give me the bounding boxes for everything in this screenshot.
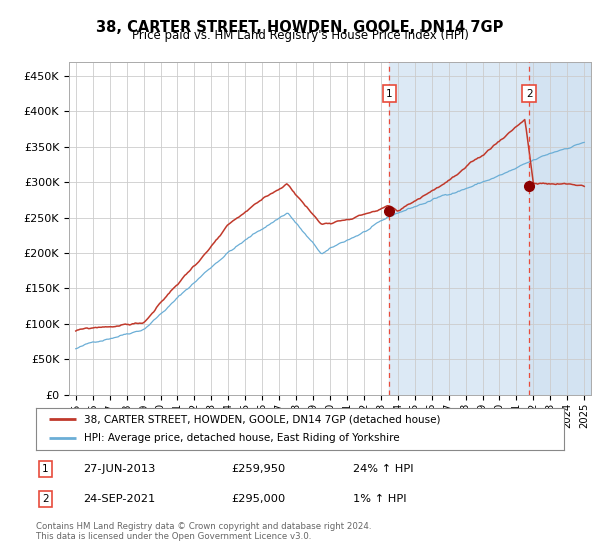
Bar xyxy=(529,62,591,395)
Text: 27-JUN-2013: 27-JUN-2013 xyxy=(83,464,156,474)
Text: 24-SEP-2021: 24-SEP-2021 xyxy=(83,494,156,503)
Text: 2: 2 xyxy=(526,88,532,99)
Text: £295,000: £295,000 xyxy=(232,494,286,503)
Text: 38, CARTER STREET, HOWDEN, GOOLE, DN14 7GP: 38, CARTER STREET, HOWDEN, GOOLE, DN14 7… xyxy=(97,20,503,35)
Text: Contains HM Land Registry data © Crown copyright and database right 2024.
This d: Contains HM Land Registry data © Crown c… xyxy=(36,522,371,542)
Text: 1% ↑ HPI: 1% ↑ HPI xyxy=(353,494,406,503)
Text: 1: 1 xyxy=(386,88,392,99)
Text: 2: 2 xyxy=(42,494,49,503)
Text: 1: 1 xyxy=(42,464,49,474)
Text: 38, CARTER STREET, HOWDEN, GOOLE, DN14 7GP (detached house): 38, CARTER STREET, HOWDEN, GOOLE, DN14 7… xyxy=(83,414,440,424)
Text: HPI: Average price, detached house, East Riding of Yorkshire: HPI: Average price, detached house, East… xyxy=(83,433,399,444)
Text: £259,950: £259,950 xyxy=(232,464,286,474)
Bar xyxy=(389,62,591,395)
Text: Price paid vs. HM Land Registry's House Price Index (HPI): Price paid vs. HM Land Registry's House … xyxy=(131,29,469,42)
Text: 24% ↑ HPI: 24% ↑ HPI xyxy=(353,464,413,474)
